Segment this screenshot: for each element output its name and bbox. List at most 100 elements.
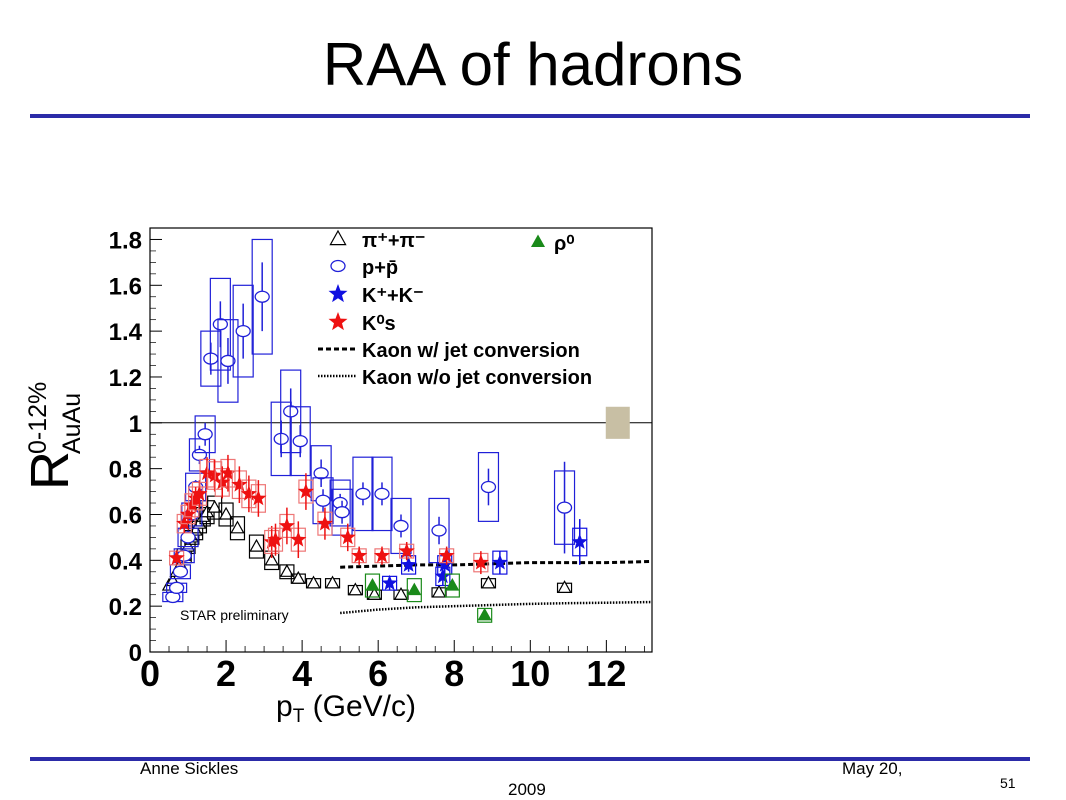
x-tick-label: 12 (586, 653, 626, 694)
systematic-box (364, 573, 381, 598)
data-point (556, 580, 573, 594)
marker (481, 575, 496, 589)
reference-line-group (150, 406, 652, 439)
marker (179, 506, 197, 522)
y-tick-label: 1.4 (109, 319, 143, 346)
marker (267, 531, 284, 547)
systematic-box (406, 578, 422, 603)
marker (176, 515, 193, 531)
data-point (191, 480, 208, 508)
data-point (371, 456, 393, 532)
marker (316, 515, 333, 531)
data-point (166, 581, 188, 594)
marker (373, 547, 391, 563)
marker (434, 567, 451, 584)
legend-marker (330, 259, 346, 273)
y-tick-label: 0.6 (109, 502, 142, 529)
legend-label: π⁺+π⁻ (362, 230, 425, 252)
data-point (438, 546, 455, 565)
systematic-box (329, 479, 351, 527)
data-point (209, 277, 231, 371)
marker (180, 531, 196, 544)
marker (168, 549, 185, 565)
data-point (431, 584, 447, 598)
plot-frame-rect (149, 227, 653, 653)
data-point (229, 516, 246, 541)
y-axis-label-main: R (20, 451, 80, 490)
data-point (240, 475, 257, 513)
data-point (207, 495, 223, 520)
data-point (168, 549, 185, 566)
data-point (351, 546, 368, 565)
data-point (491, 550, 508, 575)
legend-label: p+p̄ (362, 257, 398, 279)
data-point (444, 573, 460, 598)
star-preliminary-label: STAR preliminary (180, 607, 289, 623)
data-point (324, 575, 341, 589)
footer-date-line2: 2009 (508, 780, 546, 799)
marker (249, 538, 264, 552)
series-2 (381, 519, 588, 591)
data-point (364, 573, 381, 598)
y-tick-label: 0.4 (109, 548, 143, 575)
marker (477, 607, 492, 621)
marker (398, 542, 415, 558)
legend-label: Kaon w/o jet conversion (362, 367, 592, 389)
data-point (347, 582, 363, 596)
data-point (289, 406, 311, 477)
marker (393, 519, 409, 533)
systematic-box (229, 516, 246, 541)
marker (365, 578, 380, 591)
data-point (352, 456, 374, 532)
marker (168, 581, 185, 594)
model-curves (340, 559, 653, 615)
data-point (373, 546, 391, 565)
legend-label: Kaon w/ jet conversion (362, 340, 580, 362)
series-4 (364, 573, 493, 623)
y-axis-label-sub: AuAu (58, 393, 86, 454)
systematic-box (352, 456, 374, 532)
x-tick-label: 2 (216, 653, 236, 694)
footer-author: Anne Sickles (140, 759, 239, 778)
marker (292, 434, 308, 448)
systematic-box (194, 415, 216, 454)
x-axis-label-main: p (276, 690, 293, 723)
marker (264, 552, 279, 566)
plot-frame (149, 227, 653, 653)
marker (250, 489, 267, 506)
data-point (251, 238, 273, 355)
marker (325, 575, 340, 589)
marker (235, 324, 251, 338)
y-tick-label: 1 (129, 411, 142, 438)
legend-label: K⁰s (362, 313, 396, 335)
y-tick-label: 1.2 (109, 365, 142, 392)
systematic-box (232, 284, 254, 378)
marker (199, 464, 216, 481)
series-1 (162, 238, 576, 604)
marker (197, 428, 213, 441)
data-point (248, 534, 265, 559)
data-point (316, 507, 333, 540)
systematic-box (390, 497, 412, 555)
marker (381, 574, 398, 591)
marker (297, 483, 314, 499)
marker (279, 564, 295, 577)
y-axis-label-sup: 0-12% (24, 382, 52, 454)
systematic-box (371, 456, 393, 532)
marker (218, 506, 234, 520)
x-axis-label: pT (GeV/c) (276, 690, 416, 727)
data-point (232, 284, 254, 378)
data-point (267, 523, 284, 556)
data-point (381, 574, 398, 591)
marker (407, 582, 422, 596)
marker (436, 556, 453, 572)
data-point (231, 466, 248, 504)
y-tick-label: 0.8 (109, 457, 142, 484)
marker (206, 467, 223, 483)
data-point (477, 607, 493, 623)
data-point (472, 551, 489, 575)
marker (214, 473, 231, 490)
systematic-box (477, 452, 500, 522)
marker (445, 578, 460, 591)
marker (290, 531, 307, 547)
